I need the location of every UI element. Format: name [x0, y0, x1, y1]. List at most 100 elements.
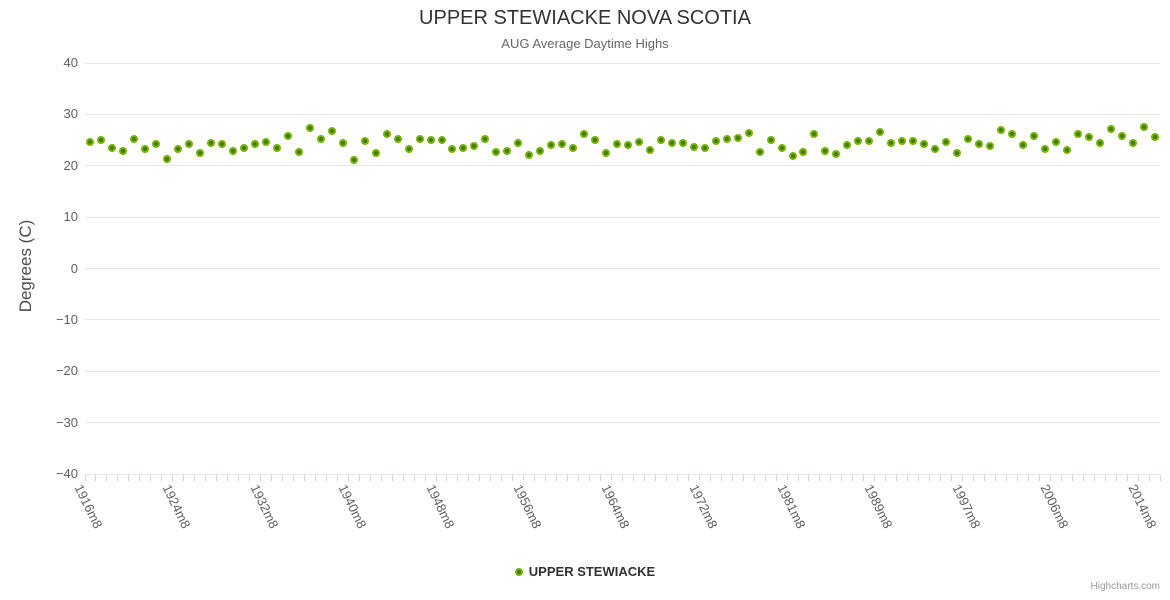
data-point[interactable] — [316, 135, 325, 144]
data-point[interactable] — [953, 149, 962, 158]
data-point[interactable] — [327, 126, 336, 135]
data-point[interactable] — [1139, 122, 1148, 131]
data-point[interactable] — [525, 151, 534, 160]
data-point[interactable] — [744, 129, 753, 138]
data-point[interactable] — [689, 143, 698, 152]
data-point[interactable] — [898, 137, 907, 146]
data-point[interactable] — [1128, 139, 1137, 148]
data-point[interactable] — [426, 136, 435, 145]
data-point[interactable] — [569, 144, 578, 153]
data-point[interactable] — [832, 150, 841, 159]
data-point[interactable] — [470, 141, 479, 150]
data-point[interactable] — [514, 139, 523, 148]
data-point[interactable] — [448, 144, 457, 153]
data-point[interactable] — [876, 128, 885, 137]
data-point[interactable] — [634, 138, 643, 147]
data-point[interactable] — [349, 155, 358, 164]
data-point[interactable] — [218, 140, 227, 149]
data-point[interactable] — [415, 135, 424, 144]
data-point[interactable] — [97, 136, 106, 145]
data-point[interactable] — [1062, 145, 1071, 154]
data-point[interactable] — [580, 130, 589, 139]
data-point[interactable] — [108, 144, 117, 153]
data-point[interactable] — [920, 139, 929, 148]
data-point[interactable] — [437, 136, 446, 145]
data-point[interactable] — [338, 139, 347, 148]
data-point[interactable] — [996, 125, 1005, 134]
data-point[interactable] — [821, 147, 830, 156]
data-point[interactable] — [1073, 129, 1082, 138]
data-point[interactable] — [185, 139, 194, 148]
data-point[interactable] — [152, 139, 161, 148]
data-point[interactable] — [810, 130, 819, 139]
data-point[interactable] — [975, 139, 983, 148]
data-point[interactable] — [1084, 133, 1093, 142]
data-point[interactable] — [645, 146, 654, 155]
data-point[interactable] — [492, 148, 501, 157]
data-point[interactable] — [294, 147, 303, 156]
highcharts-credits-link[interactable]: Highcharts.com — [1090, 581, 1160, 592]
data-point[interactable] — [174, 144, 183, 153]
data-point[interactable] — [207, 139, 216, 148]
data-point[interactable] — [887, 138, 896, 147]
data-point[interactable] — [799, 147, 808, 156]
data-point[interactable] — [931, 144, 940, 153]
data-point[interactable] — [788, 151, 797, 160]
data-point[interactable] — [854, 137, 863, 146]
data-point[interactable] — [272, 144, 281, 153]
data-point[interactable] — [119, 146, 128, 155]
legend-item[interactable]: UPPER STEWIACKE — [0, 564, 1170, 579]
data-point[interactable] — [481, 134, 490, 143]
data-point[interactable] — [678, 139, 687, 148]
data-point[interactable] — [602, 148, 611, 157]
data-point[interactable] — [1018, 141, 1027, 150]
data-point[interactable] — [305, 123, 314, 132]
data-point[interactable] — [985, 142, 994, 151]
data-point[interactable] — [865, 137, 874, 146]
data-point[interactable] — [613, 140, 621, 149]
data-point[interactable] — [1106, 125, 1115, 134]
data-point[interactable] — [360, 137, 369, 146]
data-point[interactable] — [536, 146, 545, 155]
data-point[interactable] — [229, 146, 238, 155]
data-point[interactable] — [547, 141, 556, 150]
data-point[interactable] — [1029, 132, 1038, 141]
data-point[interactable] — [1117, 132, 1126, 141]
data-point[interactable] — [1007, 130, 1016, 139]
data-point[interactable] — [251, 139, 260, 148]
data-point[interactable] — [623, 140, 632, 149]
data-point[interactable] — [240, 143, 249, 152]
data-point[interactable] — [1040, 145, 1049, 154]
data-point[interactable] — [667, 139, 676, 148]
data-point[interactable] — [130, 134, 139, 143]
data-point[interactable] — [261, 138, 270, 147]
data-point[interactable] — [964, 135, 973, 144]
data-point[interactable] — [942, 137, 951, 146]
data-point[interactable] — [163, 154, 172, 163]
data-point[interactable] — [591, 135, 600, 144]
data-point[interactable] — [909, 136, 918, 145]
data-point[interactable] — [766, 136, 775, 145]
data-point[interactable] — [1095, 139, 1104, 148]
data-point[interactable] — [722, 135, 731, 144]
data-point[interactable] — [755, 147, 764, 156]
data-point[interactable] — [711, 137, 720, 146]
data-point[interactable] — [382, 129, 391, 138]
data-point[interactable] — [558, 139, 567, 148]
data-point[interactable] — [283, 132, 292, 141]
data-point[interactable] — [141, 144, 150, 153]
data-point[interactable] — [1051, 138, 1060, 147]
data-point[interactable] — [777, 144, 786, 153]
data-point[interactable] — [700, 144, 709, 153]
data-point[interactable] — [733, 134, 742, 142]
data-point[interactable] — [196, 148, 205, 157]
data-point[interactable] — [371, 148, 380, 157]
data-point[interactable] — [1150, 132, 1159, 141]
data-point[interactable] — [393, 134, 402, 143]
data-point[interactable] — [503, 147, 512, 156]
data-point[interactable] — [404, 145, 413, 154]
data-point[interactable] — [656, 135, 665, 144]
data-point[interactable] — [843, 141, 852, 150]
data-point[interactable] — [459, 143, 468, 152]
data-point[interactable] — [86, 137, 95, 146]
